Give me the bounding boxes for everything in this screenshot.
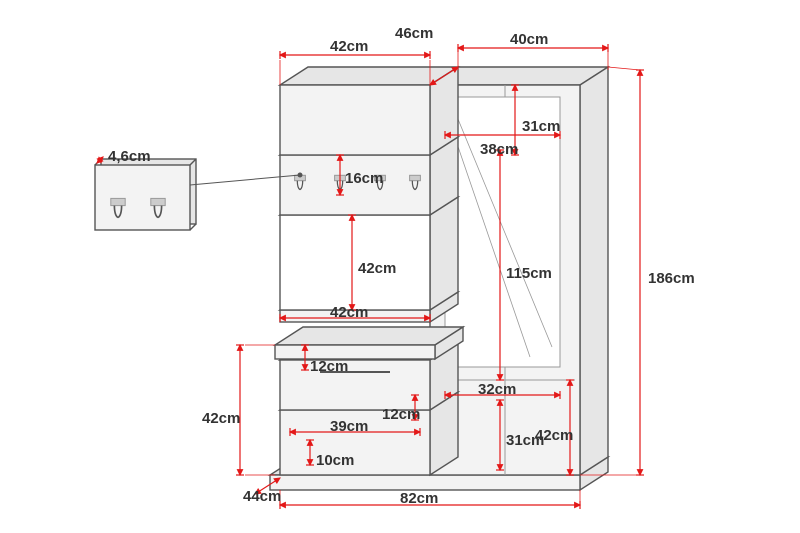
dim-label-h10: 10cm (316, 452, 354, 469)
dim-label-w38: 38cm (480, 141, 518, 158)
dim-label-w40_top_right: 40cm (510, 31, 548, 48)
dim-label-w32: 32cm (478, 381, 516, 398)
dim-label-h16: 16cm (345, 170, 383, 187)
dim-label-h115: 115cm (506, 265, 552, 282)
dim-label-h42_mid: 42cm (358, 260, 396, 277)
dim-label-h186: 186cm (648, 270, 695, 287)
dim-label-w42_shelf: 42cm (330, 304, 368, 321)
diagram-stage: 42cm 46cm 40cm 4,6cm 31cm38cm 16cm 42cm 42cm 115… (0, 0, 800, 533)
diagram-svg (0, 0, 800, 533)
dim-label-w46_top_depth: 46cm (395, 25, 433, 42)
dim-label-w82: 82cm (400, 490, 438, 507)
dim-label-h12_bot: 12cm (382, 406, 420, 423)
dim-label-h31_top: 31cm (522, 118, 560, 135)
dim-label-h12_top: 12cm (310, 358, 348, 375)
dim-label-w39: 39cm (330, 418, 368, 435)
dim-label-h42_bench: 42cm (202, 410, 240, 427)
dim-label-w42_top_left: 42cm (330, 38, 368, 55)
dim-label-h42_right: 42cm (535, 427, 573, 444)
dim-label-depth_46_detail: 4,6cm (108, 148, 151, 165)
dim-label-d44: 44cm (243, 488, 281, 505)
